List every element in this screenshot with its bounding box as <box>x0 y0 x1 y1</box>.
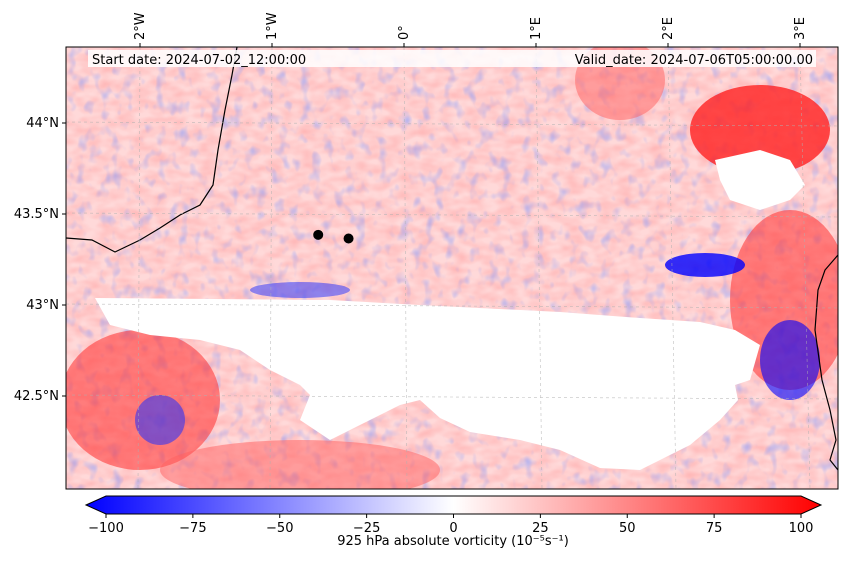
lon-tick-label: 0° <box>397 25 412 40</box>
lon-tick-label: 1°W <box>265 12 280 40</box>
colorbar-tick-label: −25 <box>353 521 380 536</box>
graticule <box>66 47 838 489</box>
colorbar-tick-label: 100 <box>789 521 814 536</box>
longitude-ticks: 2°W 1°W 0° 1°E 2°E 3°E <box>133 12 808 47</box>
coastline <box>66 47 238 253</box>
valid-date-label: Valid_date: 2024-07-06T05:00:00.00 <box>575 53 813 68</box>
colorbar-tick-label: 50 <box>619 521 636 536</box>
colorbar-tick-label: 25 <box>532 521 549 536</box>
station-1-marker <box>313 229 324 240</box>
lat-tick-label: 42.5°N <box>14 389 59 404</box>
vorticity-field <box>66 47 838 489</box>
colorbar-tick-label: −100 <box>88 521 124 536</box>
lat-tick-label: 43°N <box>26 298 59 313</box>
lon-tick-label: 3°E <box>793 17 808 40</box>
lon-tick-label: 2°W <box>133 12 148 40</box>
colorbar-bar <box>84 495 823 515</box>
lon-tick-label: 2°E <box>661 17 676 40</box>
lon-tick-label: 1°E <box>529 17 544 40</box>
colorbar-label: 925 hPa absolute vorticity (10⁻⁵s⁻¹) <box>337 534 569 549</box>
map-frame <box>65 46 839 490</box>
colorbar-tick-label: −75 <box>179 521 206 536</box>
colorbar-tick-label: 75 <box>706 521 723 536</box>
station-markers <box>313 229 354 244</box>
lat-tick-label: 44°N <box>26 116 59 131</box>
lat-tick-label: 43.5°N <box>14 207 59 222</box>
coastline-east <box>814 254 838 471</box>
colorbar-ticks: −100 −75 −50 −25 0 25 50 75 100 <box>88 514 813 536</box>
colorbar-tick-label: −50 <box>266 521 293 536</box>
start-date-label: Start date: 2024-07-02_12:00:00 <box>92 53 306 68</box>
colorbar-tick-label: 0 <box>449 521 457 536</box>
colorbar: −100 −75 −50 −25 0 25 50 75 100 925 hPa absolute… <box>84 495 823 549</box>
station-2-marker <box>343 233 354 244</box>
latitude-ticks: 44°N 43.5°N 43°N 42.5°N <box>14 116 66 404</box>
